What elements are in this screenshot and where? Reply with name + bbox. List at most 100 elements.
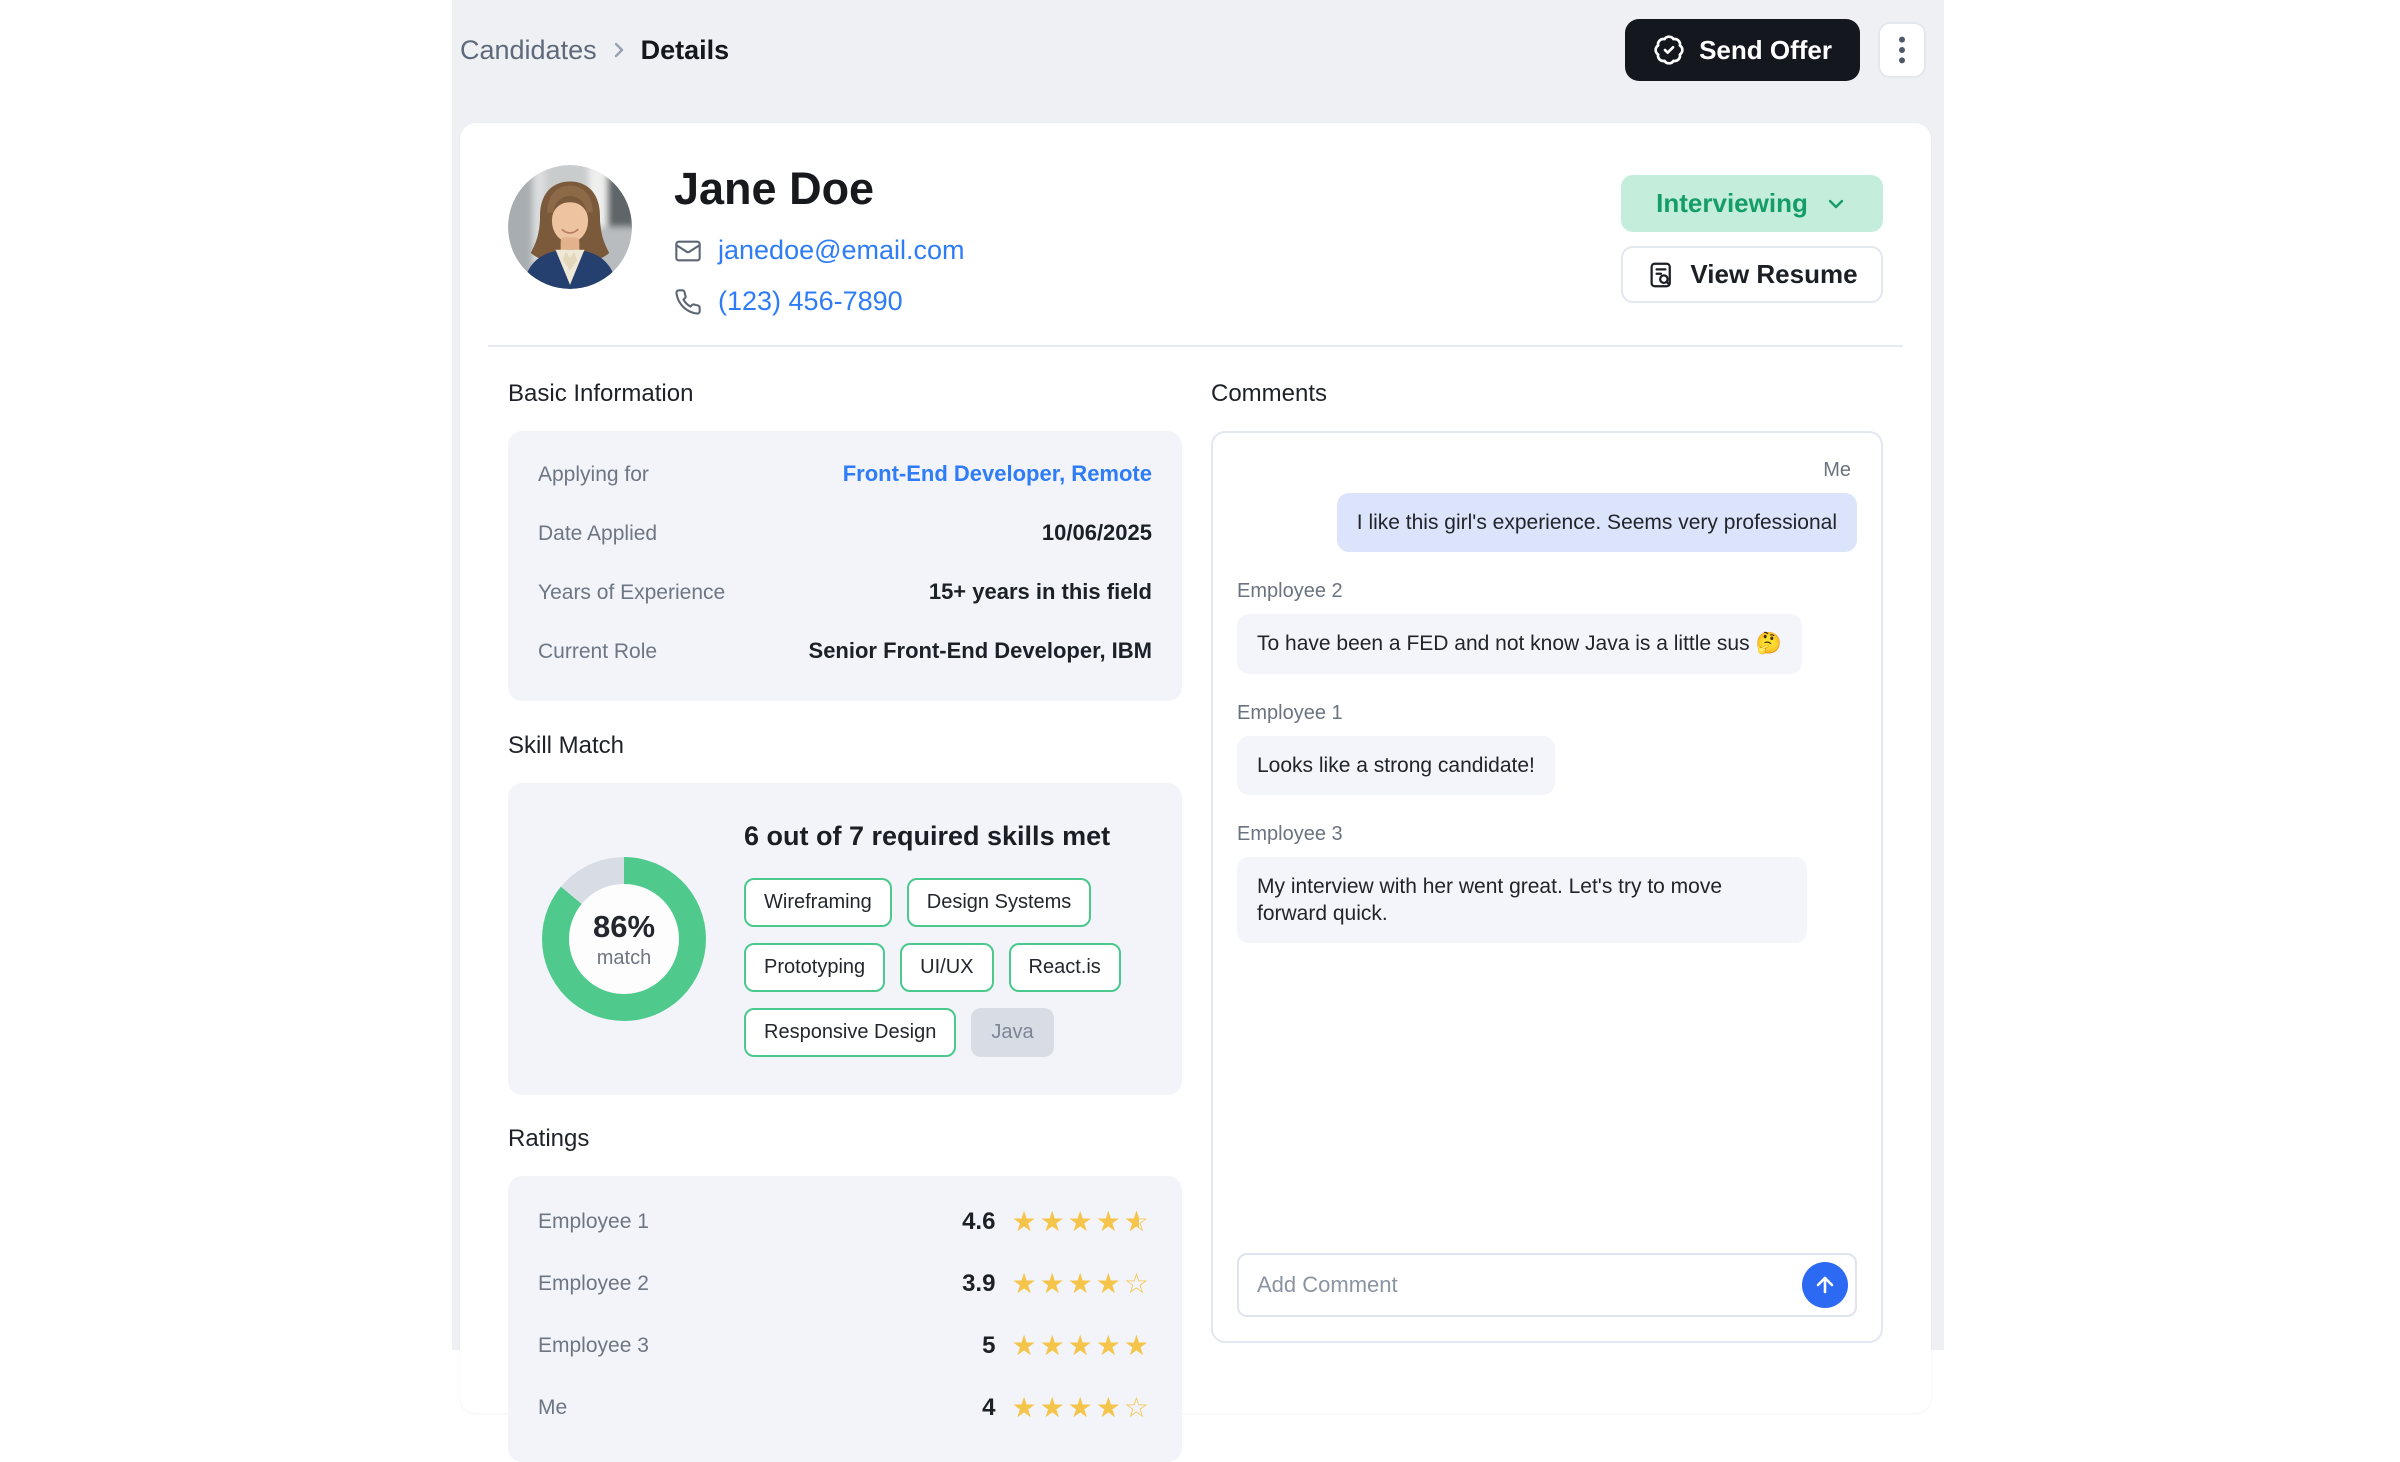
- basic-info-panel: Applying for Front-End Developer, Remote…: [508, 431, 1182, 701]
- header-actions: Send Offer: [1625, 19, 1926, 81]
- rating-row: Me 4 ★★★★☆: [538, 1394, 1152, 1422]
- skill-chip: Responsive Design: [744, 1008, 957, 1057]
- star-rating[interactable]: ★★★★☆: [1011, 1392, 1152, 1423]
- send-offer-button[interactable]: Send Offer: [1625, 19, 1860, 81]
- skill-match-title: Skill Match: [508, 732, 625, 759]
- comment-author: Me: [1823, 459, 1851, 481]
- status-label: Interviewing: [1656, 188, 1808, 218]
- comments-title: Comments: [1211, 380, 1328, 407]
- candidate-detail-card: Jane Doe janedoe@email.com (123) 456-789…: [460, 123, 1931, 1462]
- profile-header: Jane Doe janedoe@email.com (123) 456-789…: [508, 159, 1883, 317]
- rating-row: Employee 1 4.6 ★★★★☆★: [538, 1208, 1152, 1236]
- rating-score: 5: [982, 1332, 996, 1359]
- vertical-dots-icon: [1889, 35, 1915, 65]
- breadcrumb-candidates[interactable]: Candidates: [460, 34, 597, 65]
- comment-author: Employee 3: [1237, 822, 1343, 845]
- rating-label: Me: [538, 1396, 568, 1419]
- comment-author: Employee 2: [1237, 580, 1343, 603]
- mail-icon: [674, 237, 702, 265]
- ratings-panel: Employee 1 4.6 ★★★★☆★ Employee 2 3.9 ★★★…: [508, 1176, 1182, 1462]
- info-value: Senior Front-End Developer, IBM: [808, 638, 1152, 663]
- send-offer-label: Send Offer: [1699, 34, 1832, 65]
- status-dropdown[interactable]: Interviewing: [1621, 175, 1883, 232]
- right-column: Comments Me I like this girl's experienc…: [1211, 380, 1883, 1462]
- ratings-title: Ratings: [508, 1125, 590, 1152]
- send-comment-button[interactable]: [1802, 1262, 1848, 1308]
- file-search-icon: [1646, 260, 1676, 290]
- app-column: Candidates Details Send Offer: [452, 0, 1944, 1462]
- rating-row: Employee 2 3.9 ★★★★☆: [538, 1270, 1152, 1298]
- divider: [488, 345, 1903, 347]
- avatar: [508, 165, 632, 289]
- info-value: 15+ years in this field: [928, 579, 1152, 604]
- comment-message: Employee 3 My interview with her went gr…: [1237, 823, 1857, 944]
- more-options-button[interactable]: [1878, 22, 1926, 78]
- add-comment-input[interactable]: [1237, 1253, 1857, 1317]
- comment-message: Employee 1 Looks like a strong candidate…: [1237, 702, 1857, 795]
- candidate-email-link[interactable]: janedoe@email.com: [718, 235, 965, 265]
- left-column: Basic Information Applying for Front-End…: [508, 380, 1182, 1462]
- comment-input-row: [1237, 1253, 1857, 1317]
- applying-for-link[interactable]: Front-End Developer, Remote: [842, 461, 1152, 486]
- rating-label: Employee 3: [538, 1334, 649, 1357]
- rating-label: Employee 1: [538, 1210, 649, 1233]
- badge-check-icon: [1653, 34, 1685, 66]
- candidate-name: Jane Doe: [674, 163, 875, 214]
- comment-bubble: To have been a FED and not know Java is …: [1237, 614, 1802, 674]
- comment-author: Employee 1: [1237, 701, 1343, 724]
- chevron-down-icon: [1824, 192, 1848, 216]
- phone-row: (123) 456-7890: [674, 286, 965, 317]
- info-row: Current Role Senior Front-End Developer,…: [538, 638, 1152, 664]
- info-row: Applying for Front-End Developer, Remote: [538, 461, 1152, 487]
- profile-actions: Interviewing View Resume: [1621, 175, 1883, 317]
- profile-info: Jane Doe janedoe@email.com (123) 456-789…: [674, 159, 965, 317]
- rating-label: Employee 2: [538, 1272, 649, 1295]
- match-label: match: [596, 946, 652, 969]
- info-label: Applying for: [538, 463, 649, 486]
- rating-score: 4: [982, 1394, 996, 1421]
- skill-donut-center: 86% match: [569, 884, 679, 994]
- comments-panel: Me I like this girl's experience. Seems …: [1211, 431, 1883, 1343]
- star-rating: ★★★★☆: [1011, 1268, 1152, 1299]
- comment-message: Me I like this girl's experience. Seems …: [1237, 459, 1857, 553]
- comment-bubble: I like this girl's experience. Seems ver…: [1336, 493, 1857, 553]
- rating-score: 4.6: [962, 1208, 996, 1235]
- basic-info-title: Basic Information: [508, 380, 694, 407]
- phone-icon: [674, 288, 702, 316]
- view-resume-label: View Resume: [1690, 259, 1858, 289]
- skill-match-donut-chart: 86% match: [542, 857, 706, 1021]
- skill-chip: Prototyping: [744, 943, 886, 992]
- rating-score: 3.9: [962, 1270, 996, 1297]
- view-resume-button[interactable]: View Resume: [1621, 246, 1883, 303]
- arrow-up-icon: [1813, 1273, 1837, 1297]
- skill-chip: Design Systems: [906, 878, 1092, 927]
- top-header: Candidates Details Send Offer: [452, 0, 1944, 100]
- skill-match-panel: 86% match 6 out of 7 required skills met…: [508, 783, 1182, 1095]
- info-row: Date Applied 10/06/2025: [538, 520, 1152, 546]
- info-label: Date Applied: [538, 522, 658, 545]
- info-label: Years of Experience: [538, 581, 726, 604]
- star-rating: ★★★★★: [1011, 1330, 1152, 1361]
- candidate-phone-link[interactable]: (123) 456-7890: [718, 286, 903, 316]
- skills-met-headline: 6 out of 7 required skills met: [744, 821, 1111, 851]
- comment-message: Employee 2 To have been a FED and not kn…: [1237, 580, 1857, 674]
- rating-row: Employee 3 5 ★★★★★: [538, 1332, 1152, 1360]
- skill-chip: UI/UX: [900, 943, 994, 992]
- info-label: Current Role: [538, 640, 658, 663]
- skill-chip: Wireframing: [744, 878, 892, 927]
- comment-bubble: My interview with her went great. Let's …: [1237, 856, 1808, 944]
- skill-chip: React.is: [1008, 943, 1121, 992]
- skill-summary: 6 out of 7 required skills met Wireframi…: [744, 821, 1148, 1057]
- star-rating: ★★★★☆★: [1011, 1206, 1152, 1237]
- info-row: Years of Experience 15+ years in this fi…: [538, 579, 1152, 605]
- match-percent: 86%: [592, 908, 656, 944]
- skill-chip-missing: Java: [971, 1008, 1054, 1057]
- comments-thread[interactable]: Me I like this girl's experience. Seems …: [1237, 459, 1857, 1253]
- breadcrumb: Candidates Details: [460, 35, 729, 66]
- skill-chips: Wireframing Design Systems Prototyping U…: [744, 878, 1148, 1057]
- email-row: janedoe@email.com: [674, 235, 965, 266]
- chevron-right-icon: [607, 38, 631, 62]
- comment-bubble: Looks like a strong candidate!: [1237, 735, 1555, 795]
- breadcrumb-details: Details: [640, 34, 730, 65]
- info-value: 10/06/2025: [1041, 520, 1152, 545]
